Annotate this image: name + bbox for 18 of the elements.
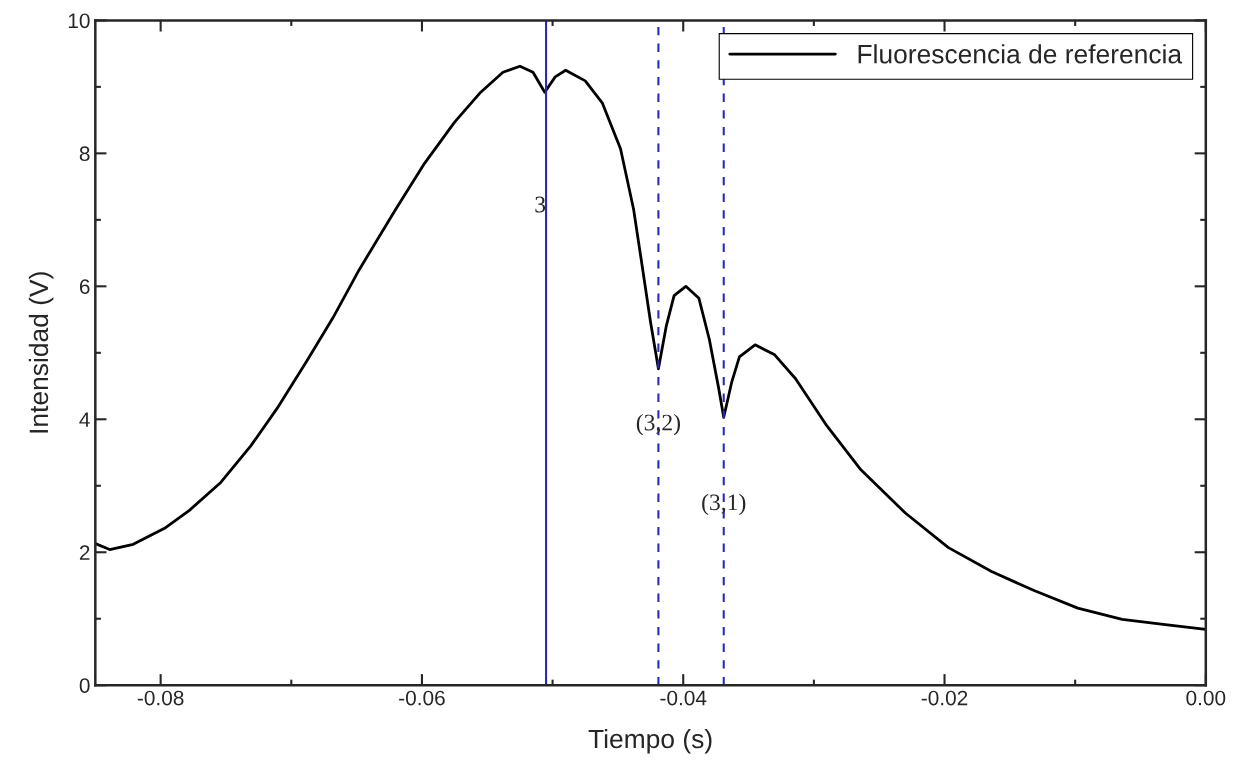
legend-label: Fluorescencia de referencia: [858, 44, 1183, 64]
x-tick-label: -0.06: [399, 690, 445, 706]
y-tick-label: 10: [68, 13, 90, 29]
annotation: 3: [535, 196, 546, 213]
y-tick-label: 8: [79, 146, 90, 162]
y-tick-label: 4: [79, 412, 90, 427]
x-tick-label: -0.02: [921, 690, 968, 706]
y-axis-title: Intensidad (V): [28, 272, 54, 433]
x-tick-label: -0.08: [137, 690, 184, 706]
x-axis-title: Tiempo (s): [588, 728, 712, 754]
line-series: [95, 64, 1206, 631]
x-tick-label: -0.04: [660, 690, 707, 706]
x-tick-label: 0.00: [1186, 690, 1226, 706]
annotation: (3,2): [636, 413, 680, 436]
annotation: (3,1): [702, 493, 746, 516]
y-tick-label: 0: [79, 678, 90, 693]
y-tick-label: 6: [79, 279, 90, 295]
y-tick-label: 2: [79, 545, 90, 560]
